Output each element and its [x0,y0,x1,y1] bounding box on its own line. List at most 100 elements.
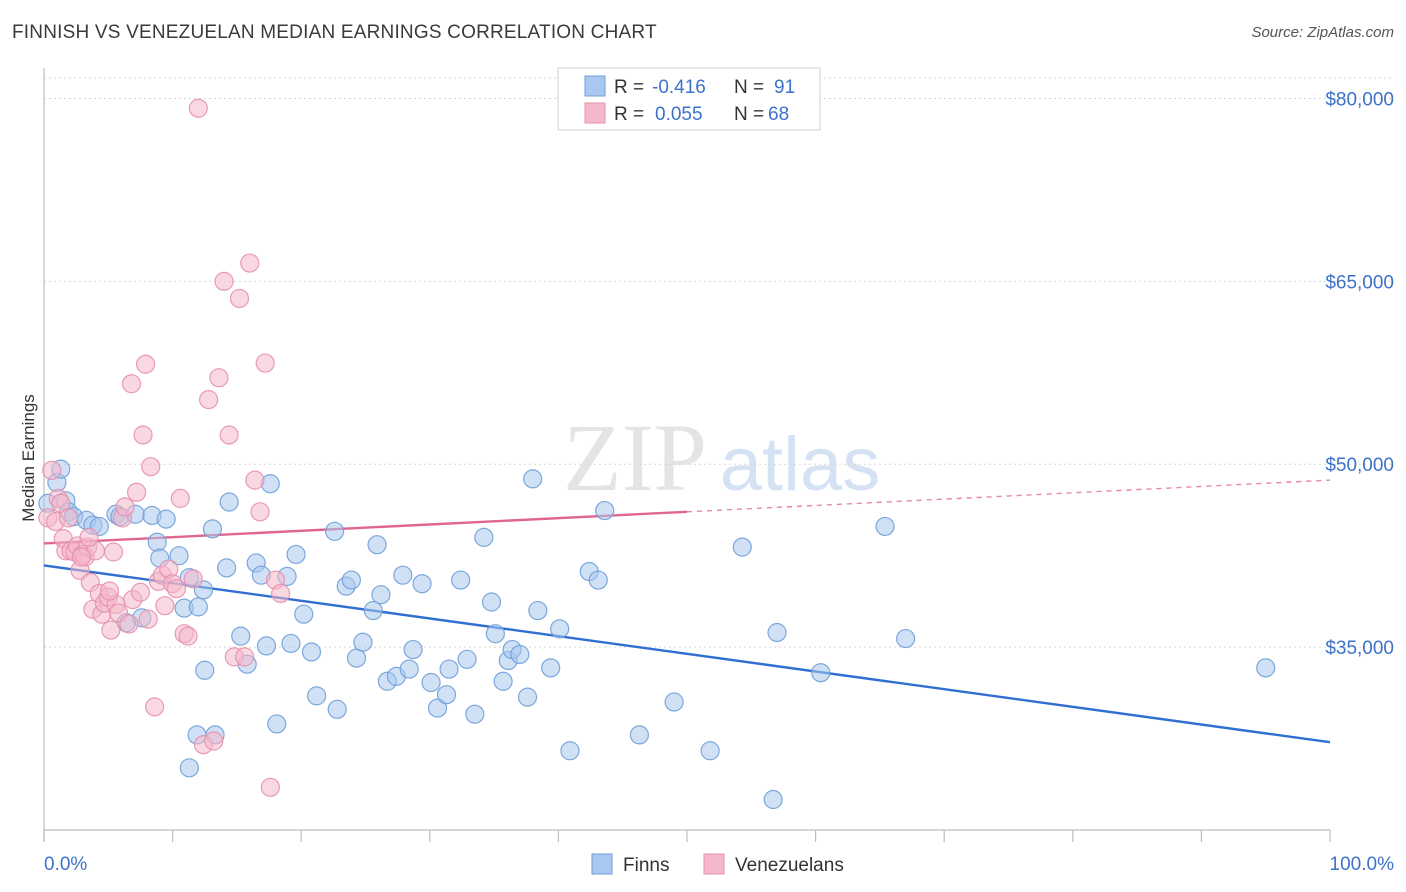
finns-point [267,714,287,734]
y-axis-label: Median Earnings [19,394,38,522]
finns-point [217,558,237,578]
finns-point [493,671,513,691]
finns-point [481,592,502,612]
finns-point [595,500,615,521]
finns-point [286,544,306,565]
finns-point [219,492,239,512]
legend-finns-swatch [584,75,606,97]
finns-point [421,672,441,693]
finns-point [353,632,373,652]
series-legend-venezuelans-label: Venezuelans [735,855,844,876]
finns-point [427,698,448,718]
legend-venezuelans-r-value: 0.055 [655,104,703,125]
finns-point [156,509,176,529]
chart-source: Source: ZipAtlas.com [1251,24,1394,41]
finns-point [393,565,413,585]
venezuelans-point [121,374,142,394]
finns-point [485,624,505,644]
legend-finns-r-value: -0.416 [652,77,706,98]
legend-venezuelans-n-value: 68 [768,104,789,125]
venezuelans-point [144,697,165,717]
finns-point [439,659,459,679]
finns-point [195,660,215,680]
venezuelans-point [141,457,161,477]
finns-point [732,537,752,557]
venezuelans-point [79,527,99,547]
finns-point [403,639,423,660]
finns-point [367,535,387,555]
legend-finns-r-label: R = [614,77,644,98]
finns-point [896,628,916,649]
watermark-zip: ZIP [563,404,707,511]
y-tick-label: $80,000 [1325,89,1394,110]
finns-point [412,574,432,594]
venezuelans-point [126,482,147,502]
venezuelans-point [255,353,275,373]
finns-point [763,789,783,810]
venezuelans-point [219,425,239,445]
venezuelans-point [260,777,280,797]
finns-point [256,636,277,656]
finns-point [371,585,391,605]
venezuelans-point [250,502,270,522]
finns-point [327,699,347,719]
venezuelans-point [42,460,62,480]
y-tick-label: $50,000 [1325,455,1394,476]
venezuelans-point [119,614,139,634]
finns-point [281,633,301,654]
finns-point [436,685,457,705]
venezuelans-point [229,288,250,309]
finns-point [523,469,543,489]
venezuelans-point [188,98,208,118]
grid [44,77,1394,648]
x-tick-label-max: 100.0% [1330,854,1395,875]
venezuelans-point [71,547,91,567]
legend-finns-n-value: 91 [774,77,795,98]
finns-point [517,687,538,707]
finns-point [188,597,208,617]
chart-title: FINNISH VS VENEZUELAN MEDIAN EARNINGS CO… [12,22,657,43]
venezuelans-point [58,508,79,528]
finns-point [528,600,548,621]
legend-venezuelans-swatch [584,102,606,124]
venezuelans-point [204,731,224,751]
venezuelans-point [245,470,265,490]
finns-point [325,521,345,541]
finns-point [202,519,223,539]
venezuelans-point [235,647,255,667]
venezuelans-point [155,596,175,616]
finns-point [341,570,361,590]
venezuelans-point [133,425,153,445]
venezuelans-trend-line-extension [686,479,1331,513]
finns-point [664,692,684,712]
legend-venezuelans-n-label: N = [734,104,764,125]
series-legend-venezuelans-swatch [703,853,725,875]
axes [43,68,1331,842]
venezuelans-point [135,354,156,374]
x-tick-label-min: 0.0% [44,854,87,875]
venezuelans-point [209,368,229,388]
finns-point [474,527,494,547]
y-tick-label: $35,000 [1325,638,1394,659]
finns-point [294,604,314,624]
finns-point [399,659,419,679]
finns-point [550,619,570,639]
trend-lines [43,479,1331,744]
y-tick-labels: $35,000 $50,000 $65,000 $80,000 [1325,89,1394,659]
y-tick-label: $65,000 [1325,272,1394,293]
finns-point [767,622,787,643]
venezuelans-point [166,578,187,599]
venezuelans-point [99,581,120,601]
series-legend-finns-label: Finns [623,855,669,876]
finns-point [629,725,650,745]
venezuelans-point [115,497,135,517]
legend-finns-n-label: N = [734,77,764,98]
finns-point [510,644,530,665]
venezuelans-point [138,609,158,629]
venezuelans-point [103,542,124,562]
finns-point [307,686,327,706]
finns-point [560,741,580,761]
finns-point [457,649,477,669]
venezuelans-point [199,390,219,410]
